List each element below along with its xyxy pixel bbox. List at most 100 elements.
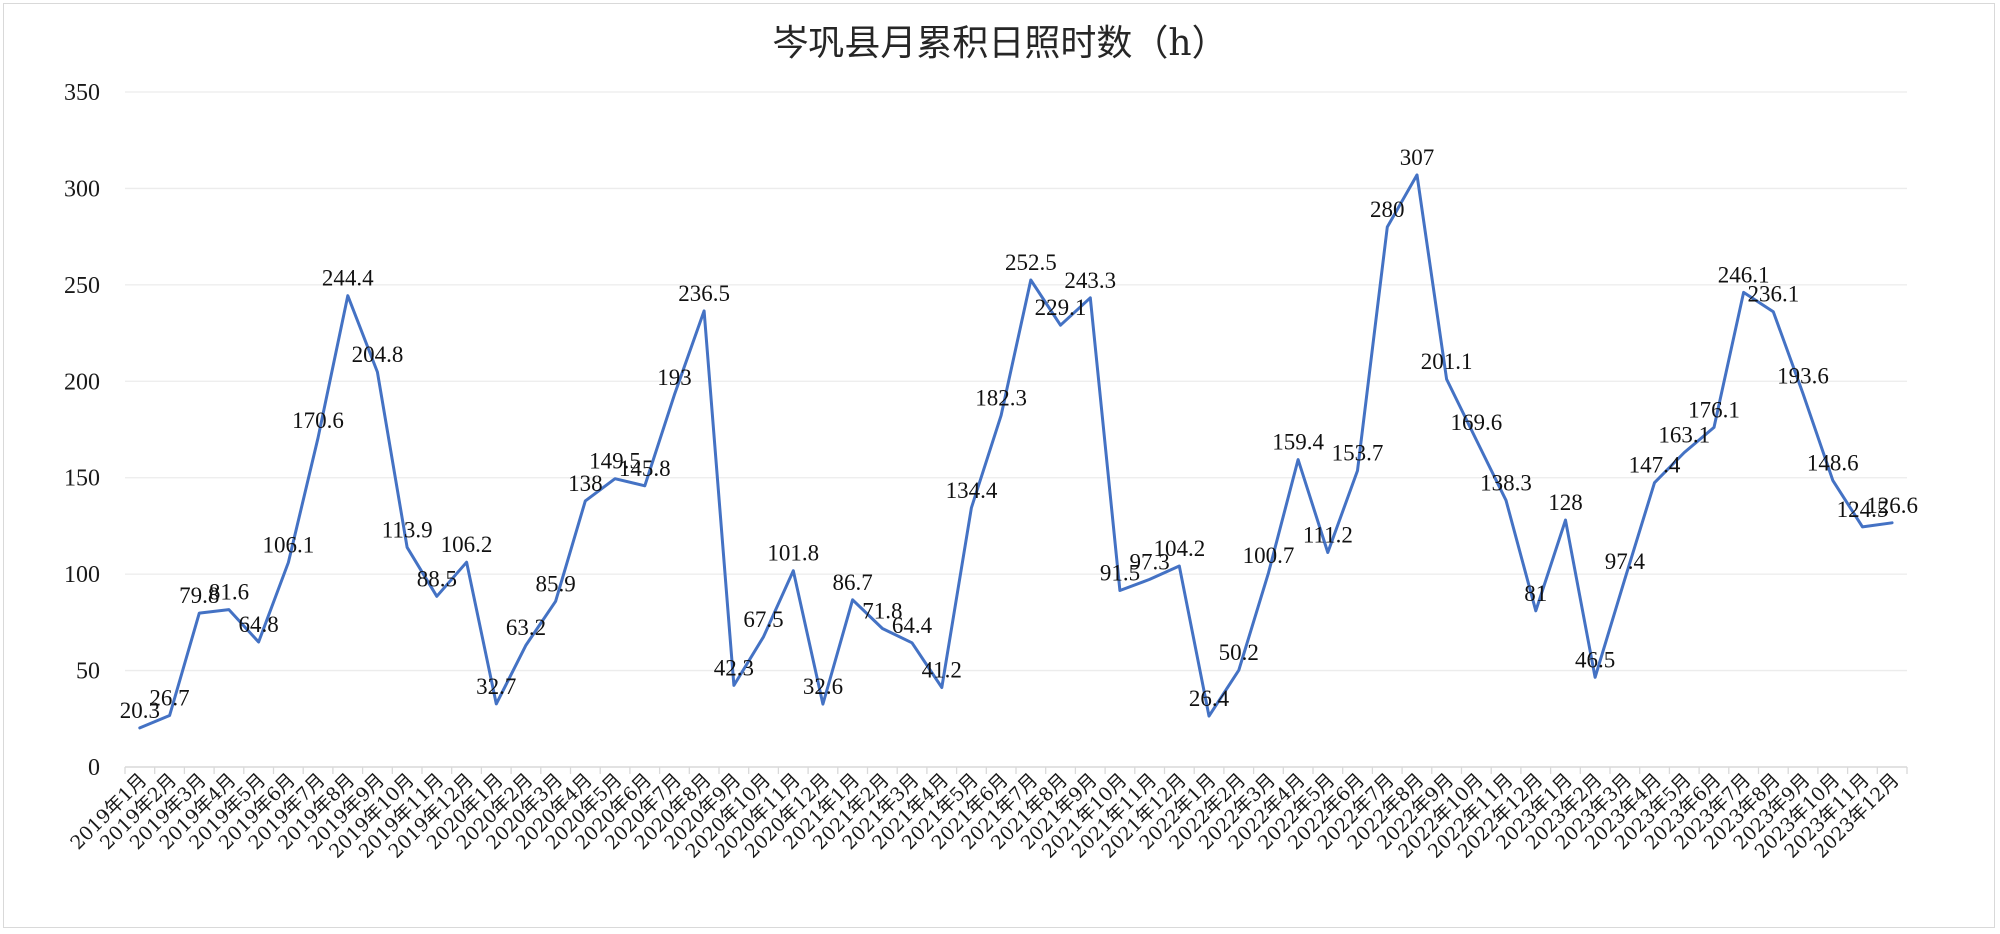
series-line (138, 173, 1894, 730)
data-label: 46.5 (1575, 647, 1615, 672)
data-label: 176.1 (1688, 397, 1740, 422)
data-point (138, 726, 142, 730)
data-point (851, 598, 855, 602)
data-point (286, 560, 290, 564)
data-label: 134.4 (946, 478, 998, 503)
y-tick-label: 300 (64, 176, 100, 202)
data-label: 159.4 (1272, 430, 1324, 455)
data-label: 145.8 (619, 456, 671, 481)
data-label: 252.5 (1005, 250, 1057, 275)
data-label: 106.2 (441, 532, 493, 557)
data-label: 147.4 (1629, 453, 1681, 478)
data-point (643, 484, 647, 488)
data-point (168, 714, 172, 718)
data-label: 170.6 (292, 408, 344, 433)
data-label: 67.5 (743, 607, 783, 632)
data-label: 243.3 (1064, 268, 1116, 293)
data-label: 63.2 (506, 615, 546, 640)
data-point (346, 294, 350, 298)
data-point (1118, 589, 1122, 593)
data-label: 91.5 (1100, 561, 1140, 586)
data-label: 88.5 (417, 566, 457, 591)
data-point (1474, 438, 1478, 442)
data-label: 97.4 (1605, 549, 1646, 574)
series (138, 173, 1894, 730)
data-point (1771, 310, 1775, 314)
data-label: 307 (1400, 145, 1435, 170)
y-tick-label: 100 (64, 562, 100, 588)
data-point (1177, 564, 1181, 568)
data-label: 79.8 (179, 583, 219, 608)
data-label: 81 (1524, 581, 1547, 606)
data-label: 128 (1548, 490, 1583, 515)
data-label: 169.6 (1450, 410, 1502, 435)
y-tick-label: 0 (88, 755, 100, 781)
data-label: 153.7 (1332, 441, 1384, 466)
data-label: 64.8 (239, 612, 279, 637)
data-label: 104.2 (1153, 536, 1205, 561)
data-point (1742, 290, 1746, 294)
data-label: 106.1 (262, 532, 314, 557)
data-point (1504, 498, 1508, 502)
data-label: 111.2 (1303, 523, 1353, 548)
y-tick-label: 350 (64, 80, 100, 106)
data-point (821, 702, 825, 706)
data-label: 26.4 (1189, 686, 1230, 711)
data-label: 204.8 (352, 342, 404, 367)
axes (124, 766, 1908, 774)
data-point (702, 309, 706, 313)
data-point (465, 560, 469, 564)
data-label: 124.5 (1837, 497, 1889, 522)
data-label: 100.7 (1243, 543, 1295, 568)
data-point (1801, 392, 1805, 396)
data-label: 42.3 (714, 655, 754, 680)
data-label: 280 (1370, 197, 1405, 222)
data-label: 246.1 (1718, 262, 1770, 287)
data-label: 201.1 (1421, 349, 1473, 374)
data-label: 85.9 (536, 571, 576, 596)
data-point (1623, 577, 1627, 581)
data-label: 26.7 (149, 686, 189, 711)
y-tick-label: 50 (76, 659, 100, 685)
data-point (1266, 571, 1270, 575)
data-point (1029, 278, 1033, 282)
data-point (1148, 577, 1152, 581)
data-label: 113.9 (382, 517, 433, 542)
data-point (405, 545, 409, 549)
data-point (613, 477, 617, 481)
data-point (524, 643, 528, 647)
data-point (1831, 478, 1835, 482)
data-label: 148.6 (1807, 450, 1859, 475)
data-point (880, 627, 884, 631)
data-point (435, 594, 439, 598)
data-point (316, 436, 320, 440)
chart-title: 岑巩县月累积日照时数（h） (772, 23, 1228, 64)
data-point (1326, 551, 1330, 555)
data-label: 81.6 (209, 580, 249, 605)
data-label: 126.6 (1866, 493, 1918, 518)
data-point (1593, 675, 1597, 679)
data-point (1890, 521, 1894, 525)
data-label: 244.4 (322, 266, 374, 291)
data-point (999, 413, 1003, 417)
data-point (1385, 225, 1389, 229)
data-label: 138.3 (1480, 470, 1532, 495)
grid-lines (125, 91, 1907, 672)
data-point (762, 635, 766, 639)
data-label: 86.7 (833, 570, 873, 595)
data-point (1682, 450, 1686, 454)
y-tick-label: 150 (64, 466, 100, 492)
data-label: 64.4 (892, 613, 933, 638)
data-label: 50.2 (1219, 640, 1259, 665)
data-label: 101.8 (767, 541, 819, 566)
data-point (257, 640, 261, 644)
data-point (732, 683, 736, 687)
data-point (227, 608, 231, 612)
data-point (940, 686, 944, 690)
y-axis-ticks: 0 50 100 150 200 250 300 350 (64, 80, 100, 781)
data-label: 32.7 (476, 674, 516, 699)
data-point (791, 569, 795, 573)
data-point (554, 599, 558, 603)
